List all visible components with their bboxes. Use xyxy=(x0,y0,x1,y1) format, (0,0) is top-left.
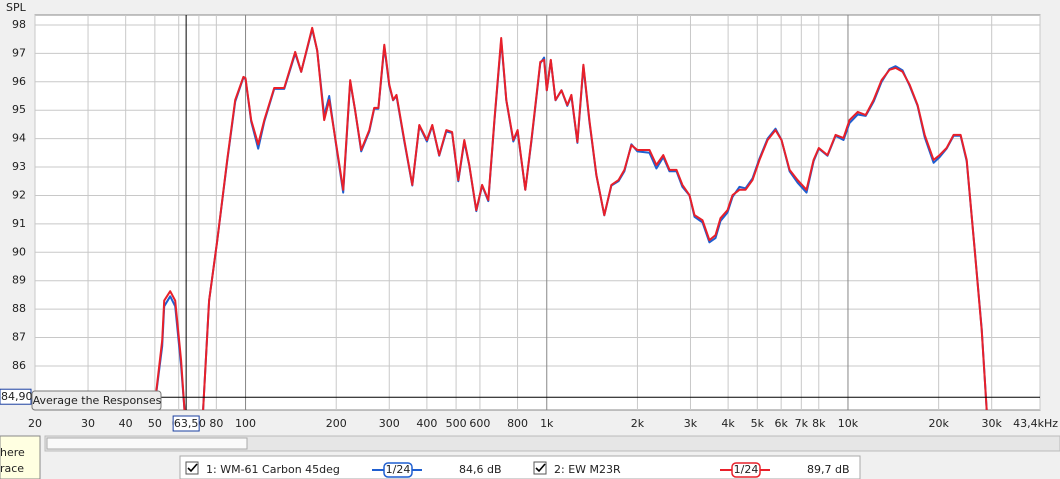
checkbox[interactable] xyxy=(533,461,547,475)
y-tick-label: 89 xyxy=(12,274,26,287)
x-tick-label: 400 xyxy=(416,417,437,430)
y-tick-label: 92 xyxy=(12,188,26,201)
x-tick-label: 2k xyxy=(631,417,645,430)
cursor-x-label: 63,5 xyxy=(174,417,199,430)
x-tick-label: 8k xyxy=(812,417,826,430)
cursor-x-box xyxy=(172,415,200,432)
y-tick-label: 97 xyxy=(12,46,26,59)
level-label: 89,7 dB xyxy=(807,463,850,476)
tooltip-text: race xyxy=(0,462,24,475)
x-tick-label: 800 xyxy=(507,417,528,430)
y-axis-label: SPL xyxy=(6,1,27,14)
x-tick-label: 300 xyxy=(379,417,400,430)
x-tick-label: 500 xyxy=(446,417,467,430)
y-tick-label: 88 xyxy=(12,302,26,315)
x-tick-label: 5k xyxy=(751,417,765,430)
scrollbar[interactable] xyxy=(44,435,1060,452)
x-tick-label: 30 xyxy=(81,417,95,430)
check-mark xyxy=(187,463,198,473)
checkbox[interactable] xyxy=(185,461,199,475)
x-tick-label: 80 xyxy=(209,417,223,430)
check-mark xyxy=(535,463,546,473)
scroll-thumb[interactable] xyxy=(46,437,248,450)
y-tick-label: 94 xyxy=(12,132,26,145)
response-line xyxy=(153,26,988,410)
x-tick-label: 50 xyxy=(148,417,162,430)
legend-panel xyxy=(179,455,861,479)
x-tick-label: 30k xyxy=(982,417,1003,430)
y-tick-label: 86 xyxy=(12,359,26,372)
smoothing-label: 1/24 xyxy=(386,463,411,476)
y-tick-label: 93 xyxy=(12,160,26,173)
x-tick-label: 100 xyxy=(235,417,256,430)
y-tick-label: 91 xyxy=(12,217,26,230)
x-tick-label: 7k xyxy=(795,417,809,430)
legend-name: 2: EW M23R xyxy=(554,463,621,476)
x-tick-label: 10k xyxy=(838,417,859,430)
y-tick-label: 98 xyxy=(12,18,26,31)
y-tick-label: 96 xyxy=(12,75,26,88)
y-tick-label: 87 xyxy=(12,331,26,344)
x-tick-label: 20 xyxy=(28,417,42,430)
y-tick-label: 95 xyxy=(12,103,26,116)
x-tick-label: 6k xyxy=(774,417,788,430)
x-tick-label: 4k xyxy=(721,417,735,430)
smoothing-label: 1/24 xyxy=(734,463,759,476)
smoothing-box[interactable] xyxy=(383,462,413,478)
x-tick-label: 43,4kHz xyxy=(1013,417,1058,430)
x-tick-label: 20k xyxy=(928,417,949,430)
button-label[interactable]: Average the Responses xyxy=(33,394,162,407)
x-tick-label: 600 xyxy=(469,417,490,430)
tooltip xyxy=(0,435,41,479)
smoothing-box[interactable] xyxy=(731,462,761,478)
x-tick-label: 40 xyxy=(119,417,133,430)
x-tick-label: 200 xyxy=(326,417,347,430)
legend-name: 1: WM-61 Carbon 45deg xyxy=(206,463,340,476)
cursor-y-label: 84,90 xyxy=(1,390,33,403)
tooltip-text: here xyxy=(0,446,25,459)
cursor-y-box xyxy=(0,388,32,405)
average-button[interactable]: Average the Responses xyxy=(31,390,162,411)
x-tick-label: 3k xyxy=(684,417,698,430)
y-tick-label: 90 xyxy=(12,245,26,258)
x-tick-label: 1k xyxy=(540,417,554,430)
level-label: 84,6 dB xyxy=(459,463,502,476)
